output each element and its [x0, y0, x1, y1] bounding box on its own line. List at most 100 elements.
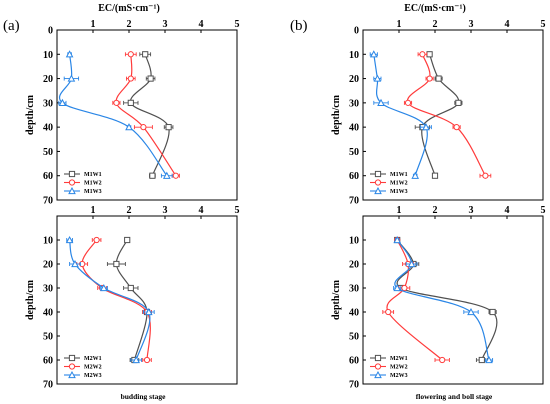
data-point — [369, 50, 378, 58]
y-tick-label: 50 — [43, 147, 53, 158]
y-tick-label: 50 — [349, 332, 359, 343]
data-point — [162, 171, 171, 179]
panels: 1 2 3 4 5010203040506070depth/cmM1W1M1W2M1W3… — [25, 19, 546, 391]
legend-entry: M2W1 — [370, 354, 408, 362]
data-point — [393, 283, 402, 292]
data-point — [172, 172, 179, 179]
x-tick-label: 5 — [235, 205, 240, 216]
y-axis-title: depth/cm — [25, 279, 36, 320]
y-tick-label: 40 — [43, 123, 53, 134]
data-point — [385, 308, 392, 316]
legend-entry: M1W2 — [370, 179, 408, 187]
chart-a-bottom: 1 2 3 4 5 10 20 30 40 50 60 70 depth/cm M2W1 M2W2 M2W3 — [25, 205, 240, 391]
plot-frame — [56, 29, 238, 201]
series-M2W3 — [393, 235, 494, 364]
legend-label: M1W1 — [84, 172, 102, 178]
y-tick-label: 50 — [349, 147, 359, 158]
data-point — [99, 283, 108, 292]
data-point — [147, 75, 154, 82]
data-point — [149, 172, 156, 179]
data-point — [453, 124, 460, 131]
x-tick-label: 1 — [397, 19, 402, 30]
legend-label: M2W1 — [84, 356, 102, 362]
y-tick-label: 70 — [349, 380, 359, 391]
series-line — [373, 54, 428, 176]
legend-marker — [374, 179, 382, 186]
y-tick-label: 30 — [349, 98, 359, 109]
legend-label: M1W2 — [390, 181, 408, 187]
plot-frame — [362, 29, 544, 201]
data-point — [142, 51, 149, 58]
data-point — [485, 355, 493, 364]
x-tick-label: 4 — [199, 205, 204, 216]
legend-label: M2W2 — [84, 365, 102, 371]
legend-entry: M1W3 — [370, 186, 408, 195]
y-tick-label: 20 — [43, 260, 53, 271]
stage-label-a: budding stage — [121, 392, 166, 401]
series-M2W3 — [65, 235, 155, 364]
y-tick-label: 70 — [43, 196, 53, 207]
series-M1W1 — [414, 51, 463, 179]
data-point — [67, 74, 76, 82]
data-point — [439, 356, 446, 364]
data-point — [127, 51, 134, 58]
legend-marker — [68, 186, 76, 195]
series-M1W2 — [112, 51, 180, 179]
data-point — [127, 75, 134, 82]
data-point — [165, 124, 172, 131]
data-point — [401, 284, 408, 292]
x-tick-label: 2 — [433, 19, 438, 30]
y-tick-label: 10 — [349, 236, 359, 247]
data-point — [478, 356, 485, 364]
x-tick-label: 2 — [127, 19, 132, 30]
series-M2W1 — [394, 236, 498, 364]
legend-entry: M2W3 — [64, 370, 102, 379]
y-tick-label: 0 — [48, 26, 53, 37]
data-point — [422, 123, 430, 131]
data-point — [127, 99, 134, 106]
y-tick-label: 10 — [43, 236, 53, 247]
y-tick-label: 30 — [43, 98, 53, 109]
series-M1W3 — [369, 50, 432, 179]
series-line — [406, 54, 486, 177]
y-tick-label: 30 — [43, 284, 53, 295]
data-point — [489, 308, 496, 316]
data-point — [93, 236, 100, 244]
chart-b-bottom: 1 2 3 4 5 10 20 30 40 50 60 70 depth/cm M2W1 M2W2 M2W3 — [331, 205, 546, 391]
data-point — [431, 172, 439, 179]
legend-entry: M1W1 — [64, 170, 102, 178]
y-axis-title: depth/cm — [331, 279, 342, 320]
legend-entry: M1W3 — [64, 186, 102, 195]
series-M1W2 — [403, 51, 492, 179]
data-point — [143, 356, 151, 364]
x-tick-label: 1 — [91, 205, 96, 216]
x-tick-label: 5 — [235, 19, 240, 30]
legend-marker — [68, 354, 76, 362]
y-axis-title: depth/cm — [331, 94, 342, 135]
data-point — [144, 307, 153, 316]
y-tick-label: 20 — [43, 74, 53, 85]
x-tick-label: 5 — [541, 205, 546, 216]
x-tick-label: 1 — [397, 205, 402, 216]
x-tick-label: 3 — [163, 19, 168, 30]
data-point — [65, 235, 74, 244]
x-tick-label: 2 — [127, 205, 132, 216]
x-tick-label: 3 — [163, 205, 168, 216]
y-tick-label: 60 — [349, 171, 359, 182]
data-point — [467, 307, 475, 316]
y-tick-label: 60 — [43, 171, 53, 182]
y-tick-label: 60 — [43, 356, 53, 367]
data-point — [411, 171, 420, 179]
data-point — [426, 75, 433, 82]
legend-label: M2W2 — [390, 365, 408, 371]
plot-frame — [362, 215, 544, 385]
data-point — [373, 74, 382, 82]
legend-marker — [374, 170, 382, 178]
series-M1W1 — [123, 51, 174, 179]
y-tick-label: 10 — [43, 50, 53, 61]
data-point — [127, 284, 134, 292]
legend-marker — [374, 370, 382, 379]
